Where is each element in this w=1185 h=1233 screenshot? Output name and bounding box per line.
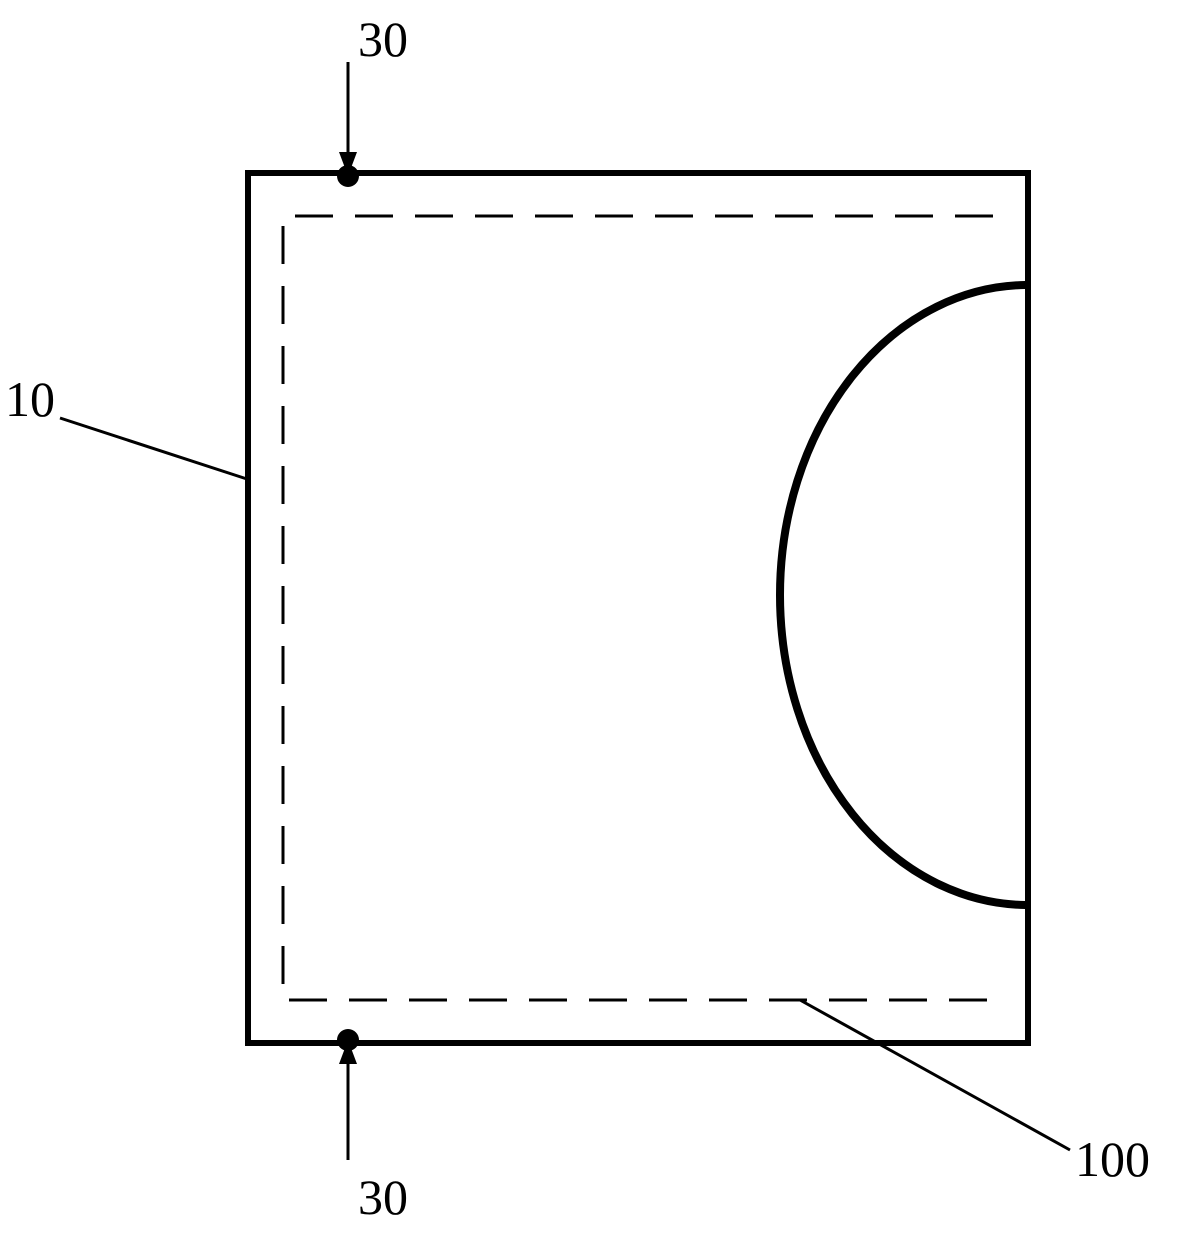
outer-box xyxy=(248,173,1028,1043)
label-30-top: 30 xyxy=(358,10,408,68)
label-100: 100 xyxy=(1075,1130,1150,1188)
reference-dot xyxy=(337,165,359,187)
label-30-bottom: 30 xyxy=(358,1168,408,1226)
leader-line xyxy=(60,418,250,480)
label-10: 10 xyxy=(5,370,55,428)
reference-dot xyxy=(337,1029,359,1051)
inner-dashed-box xyxy=(283,216,993,1000)
diagram-svg xyxy=(0,0,1185,1233)
semicircle-feature xyxy=(780,285,1185,905)
